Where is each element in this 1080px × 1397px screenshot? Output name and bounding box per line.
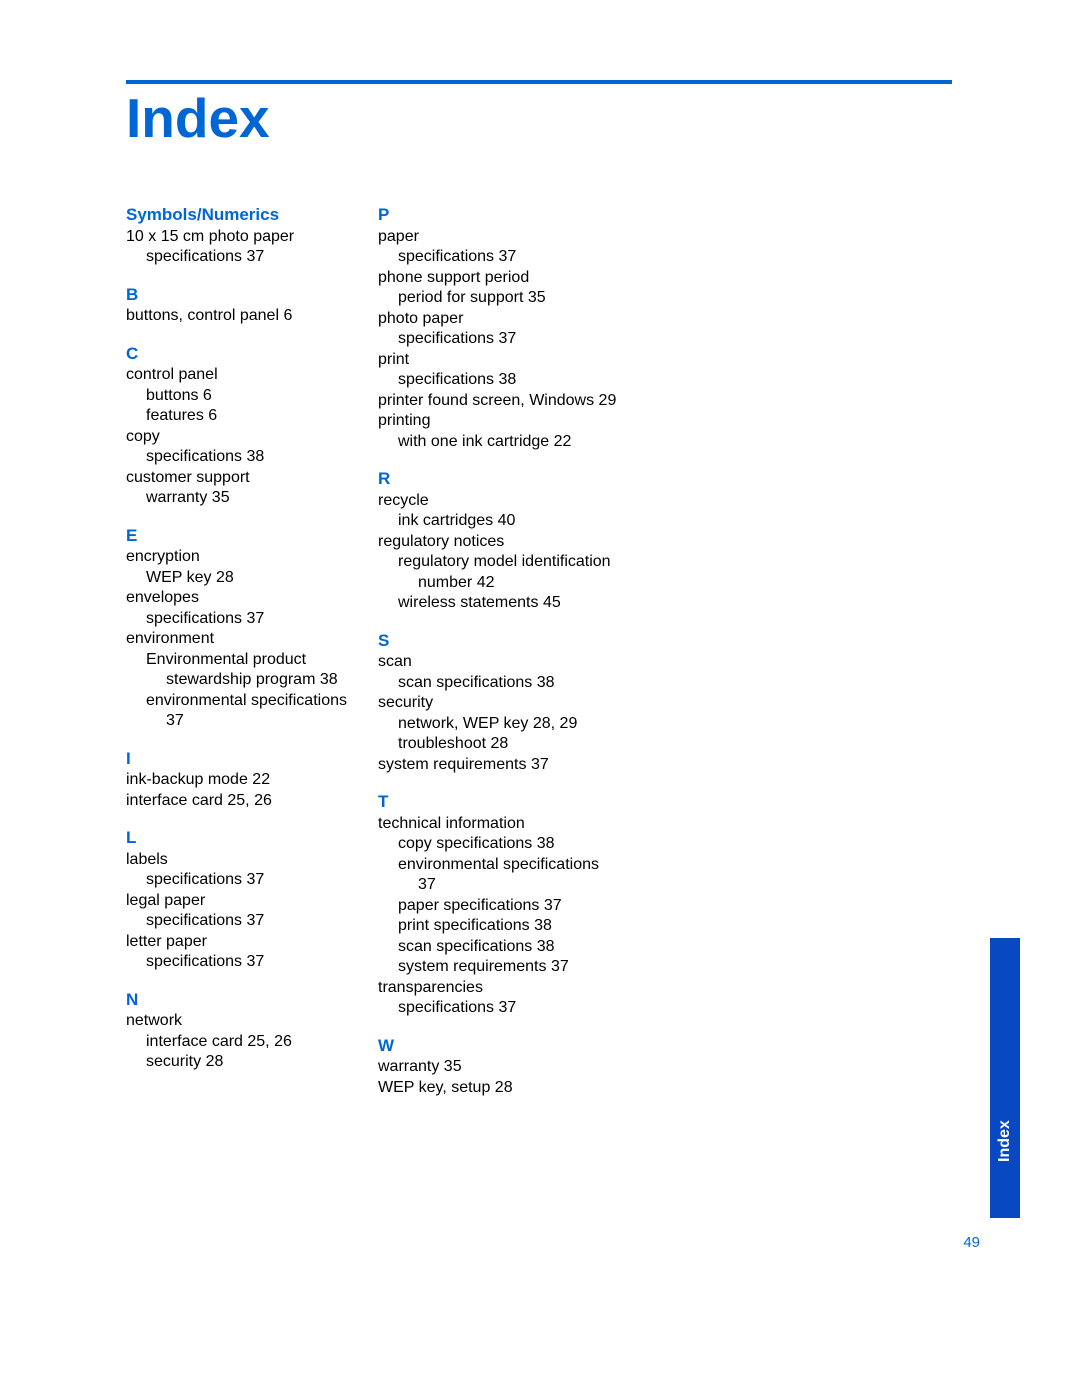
index-entry: specifications 37 <box>378 247 618 268</box>
index-column-right: P paper specifications 37 phone support … <box>378 205 618 1098</box>
section-head-c: C <box>126 344 366 365</box>
section-head-symnum: Symbols/Numerics <box>126 205 366 226</box>
index-entry: paper specifications 37 <box>378 896 618 917</box>
index-entry: regulatory notices <box>378 532 618 553</box>
index-entry: control panel <box>126 365 366 386</box>
index-entry: print specifications 38 <box>378 916 618 937</box>
index-entry: buttons, control panel 6 <box>126 306 366 327</box>
index-entry: interface card 25, 26 <box>126 791 366 812</box>
index-entry: features 6 <box>126 406 366 427</box>
page-number: 49 <box>963 1234 980 1251</box>
index-entry: specifications 37 <box>126 247 366 268</box>
index-entry: environmental specifications 37 <box>378 855 618 896</box>
section-head-t: T <box>378 792 618 813</box>
index-entry: wireless statements 45 <box>378 593 618 614</box>
section-head-w: W <box>378 1036 618 1057</box>
index-entry: printer found screen, Windows 29 <box>378 391 618 412</box>
index-entry: technical information <box>378 814 618 835</box>
index-entry: network, WEP key 28, 29 <box>378 714 618 735</box>
index-entry: paper <box>378 227 618 248</box>
index-entry: phone support period <box>378 268 618 289</box>
index-entry: transparencies <box>378 978 618 999</box>
index-entry: scan specifications 38 <box>378 673 618 694</box>
index-entry: customer support <box>126 468 366 489</box>
index-entry: network <box>126 1011 366 1032</box>
index-column-left: Symbols/Numerics 10 x 15 cm photo paper … <box>126 205 366 1098</box>
index-entry: photo paper <box>378 309 618 330</box>
index-entry: ink-backup mode 22 <box>126 770 366 791</box>
index-entry: Environmental product stewardship progra… <box>126 650 366 691</box>
index-entry: security 28 <box>126 1052 366 1073</box>
index-entry: encryption <box>126 547 366 568</box>
side-tab <box>990 938 1020 1218</box>
index-entry: specifications 38 <box>126 447 366 468</box>
section-head-l: L <box>126 828 366 849</box>
index-entry: letter paper <box>126 932 366 953</box>
section-head-n: N <box>126 990 366 1011</box>
index-entry: specifications 37 <box>378 998 618 1019</box>
index-entry: printing <box>378 411 618 432</box>
index-entry: copy specifications 38 <box>378 834 618 855</box>
index-entry: specifications 38 <box>378 370 618 391</box>
index-entry: scan <box>378 652 618 673</box>
index-entry: period for support 35 <box>378 288 618 309</box>
index-entry: copy <box>126 427 366 448</box>
section-head-r: R <box>378 469 618 490</box>
index-entry: with one ink cartridge 22 <box>378 432 618 453</box>
index-entry: specifications 37 <box>126 911 366 932</box>
section-head-i: I <box>126 749 366 770</box>
index-entry: warranty 35 <box>126 488 366 509</box>
index-entry: legal paper <box>126 891 366 912</box>
index-entry: print <box>378 350 618 371</box>
index-entry: scan specifications 38 <box>378 937 618 958</box>
index-entry: specifications 37 <box>378 329 618 350</box>
section-head-b: B <box>126 285 366 306</box>
index-entry: WEP key, setup 28 <box>378 1078 618 1099</box>
index-entry: labels <box>126 850 366 871</box>
index-entry: buttons 6 <box>126 386 366 407</box>
index-entry: specifications 37 <box>126 609 366 630</box>
section-head-e: E <box>126 526 366 547</box>
index-entry: 10 x 15 cm photo paper <box>126 227 366 248</box>
index-entry: security <box>378 693 618 714</box>
index-columns: Symbols/Numerics 10 x 15 cm photo paper … <box>126 205 952 1098</box>
index-entry: environmental specifications 37 <box>126 691 366 732</box>
page-title: Index <box>126 86 270 150</box>
section-head-p: P <box>378 205 618 226</box>
section-head-s: S <box>378 631 618 652</box>
index-entry: specifications 37 <box>126 870 366 891</box>
index-entry: interface card 25, 26 <box>126 1032 366 1053</box>
index-entry: WEP key 28 <box>126 568 366 589</box>
index-entry: recycle <box>378 491 618 512</box>
index-entry: environment <box>126 629 366 650</box>
index-entry: specifications 37 <box>126 952 366 973</box>
index-entry: regulatory model identification number 4… <box>378 552 618 593</box>
index-entry: system requirements 37 <box>378 957 618 978</box>
top-rule <box>126 80 952 84</box>
index-entry: warranty 35 <box>378 1057 618 1078</box>
index-entry: troubleshoot 28 <box>378 734 618 755</box>
side-tab-label: Index <box>996 1136 1014 1162</box>
index-entry: system requirements 37 <box>378 755 618 776</box>
index-entry: ink cartridges 40 <box>378 511 618 532</box>
index-entry: envelopes <box>126 588 366 609</box>
